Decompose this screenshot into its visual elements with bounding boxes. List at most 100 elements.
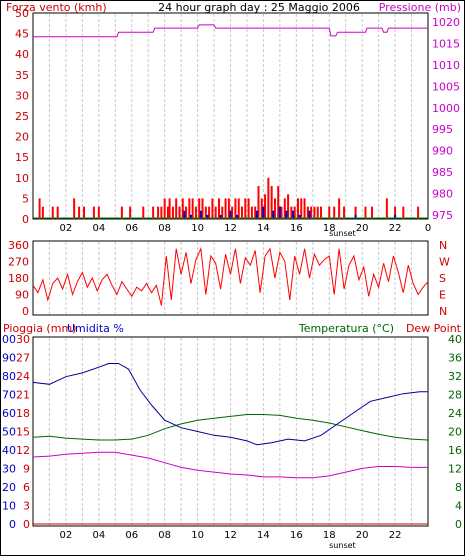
wind-gust-bar (199, 210, 202, 219)
wind-speed-bar (168, 198, 171, 219)
wind-gust-bar (285, 210, 288, 219)
temperature-tick-label: 24 (448, 407, 462, 420)
wind-speed-bar (227, 198, 230, 219)
wind-speed-bar (257, 186, 260, 219)
wind-gust-bar (394, 214, 397, 219)
humidity-tick-label: 100 (1, 333, 16, 346)
wind-gust-bar (354, 214, 357, 219)
wind-speed-bar (129, 206, 132, 219)
wind-gust-bar (255, 210, 258, 219)
wind-speed-bar (208, 206, 211, 219)
wind-x-tick-label: 22 (389, 223, 402, 234)
wind-tick-label: 20 (15, 131, 29, 144)
wind-tick-label: 50 (15, 7, 29, 20)
wind-speed-bar (247, 198, 250, 219)
temperature-tick-label: 16 (448, 444, 462, 457)
wind-speed-bar (306, 206, 309, 219)
wind-x-tick-label: 12 (224, 223, 237, 234)
temperature-tick-label: 12 (448, 463, 462, 476)
wind-speed-bar (157, 206, 160, 219)
temperature-axis-title: Temperatura (°C) (298, 322, 394, 335)
wind-speed-bar (287, 194, 290, 219)
climate-x-tick-label: 04 (92, 530, 105, 541)
wind-speed-bar (283, 198, 286, 219)
wind-gust-bar (262, 206, 265, 219)
sunset-label: sunset (329, 541, 356, 550)
direction-tick-label: 180 (8, 272, 29, 285)
wind-gust-bar (292, 210, 295, 219)
temperature-tick-label: 0 (455, 518, 462, 531)
wind-speed-bar (338, 198, 341, 219)
compass-label: E (439, 289, 446, 302)
wind-gust-bar (278, 206, 281, 219)
wind-speed-bar (316, 206, 319, 219)
dewpoint-line (32, 451, 428, 479)
wind-speed-bar (264, 194, 267, 219)
temperature-tick-label: 28 (448, 389, 462, 402)
direction-tick-label: 0 (22, 305, 29, 318)
wind-speed-bar (320, 206, 323, 219)
wind-speed-bar (300, 198, 303, 219)
wind-speed-bar (296, 198, 299, 219)
wind-tick-label: 25 (15, 110, 29, 123)
compass-label: N (439, 305, 447, 318)
wind-speed-bar (41, 206, 44, 219)
wind-x-tick-label: 04 (92, 223, 105, 234)
pressure-tick-label: 980 (432, 188, 453, 201)
compass-label: N (439, 239, 447, 252)
humidity-tick-label: 60 (2, 407, 16, 420)
wind-speed-bar (201, 198, 204, 219)
rain-tick-label: 24 (16, 370, 30, 383)
climate-x-tick-label: 20 (356, 530, 369, 541)
temperature-tick-label: 32 (448, 370, 462, 383)
wind-speed-bar (333, 206, 336, 219)
wind-gust-bar (236, 214, 239, 219)
wind-x-tick-label: 14 (257, 223, 270, 234)
wind-x-tick-label: 16 (290, 223, 303, 234)
pressure-tick-label: 995 (432, 123, 453, 136)
wind-axis-title: Forza vento (kmh) (6, 1, 107, 14)
humidity-tick-label: 30 (2, 463, 16, 476)
temperature-tick-label: 36 (448, 352, 462, 365)
humidity-tick-label: 80 (2, 370, 16, 383)
direction-tick-label: 90 (15, 289, 29, 302)
wind-gust-bar (298, 214, 301, 219)
rain-tick-label: 9 (23, 463, 30, 476)
temperature-tick-label: 8 (455, 481, 462, 494)
wind-speed-bar (83, 206, 86, 219)
wind-tick-label: 40 (15, 48, 29, 61)
wind-speed-bar (277, 186, 280, 219)
wind-speed-bar (234, 198, 237, 219)
wind-speed-bar (343, 206, 346, 219)
wind-speed-bar (417, 206, 420, 219)
compass-label: S (439, 272, 446, 285)
humidity-tick-label: 70 (2, 389, 16, 402)
humidity-axis-title: Umidita % (67, 322, 124, 335)
wind-speed-bar (171, 206, 174, 219)
wind-speed-bar (204, 206, 207, 219)
wind-speed-bar (97, 206, 100, 219)
chart-title: 24 hour graph day : 25 Maggio 2006 (158, 1, 360, 14)
wind-speed-bar (385, 198, 388, 219)
wind-tick-label: 45 (15, 28, 29, 41)
sunset-label: sunset (329, 229, 356, 238)
pressure-tick-label: 1010 (432, 59, 460, 72)
direction-tick-label: 270 (8, 256, 29, 269)
wind-tick-label: 5 (22, 192, 29, 205)
climate-x-tick-label: 12 (224, 530, 237, 541)
wind-speed-bar (211, 198, 214, 219)
wind-speed-bar (185, 206, 188, 219)
rain-tick-label: 0 (23, 518, 30, 531)
wind-speed-bar (51, 206, 54, 219)
climate-x-tick-label: 08 (158, 530, 171, 541)
pressure-tick-label: 990 (432, 145, 453, 158)
temperature-tick-label: 40 (448, 333, 462, 346)
wind-speed-bar (78, 206, 81, 219)
wind-speed-bar (217, 198, 220, 219)
wind-speed-bar (250, 206, 253, 219)
wind-speed-bar (364, 206, 367, 219)
pressure-tick-label: 985 (432, 166, 453, 179)
humidity-tick-label: 40 (2, 444, 16, 457)
rain-tick-label: 18 (16, 407, 30, 420)
wind-x-tick-label: 10 (191, 223, 204, 234)
